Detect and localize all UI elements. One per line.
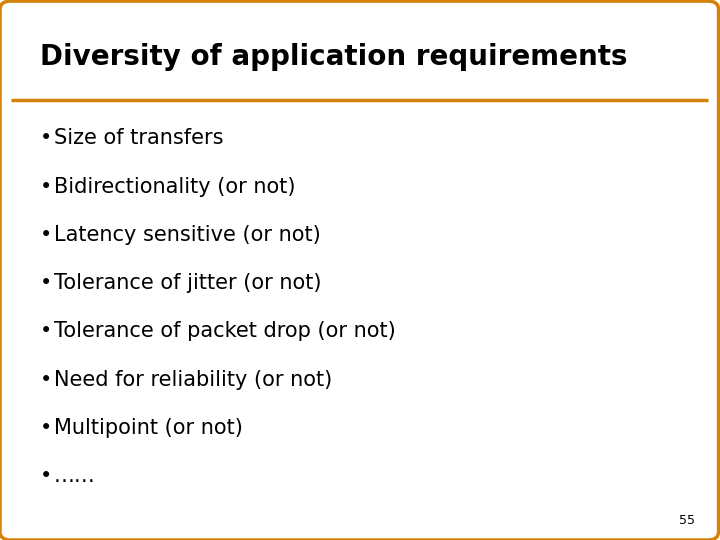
Text: •: • — [40, 321, 52, 341]
Text: 55: 55 — [679, 514, 695, 526]
Text: Size of transfers: Size of transfers — [54, 129, 223, 148]
Text: •: • — [40, 418, 52, 438]
Text: •: • — [40, 225, 52, 245]
Text: Latency sensitive (or not): Latency sensitive (or not) — [54, 225, 320, 245]
Text: •: • — [40, 177, 52, 197]
Text: Diversity of application requirements: Diversity of application requirements — [40, 43, 627, 71]
Text: •: • — [40, 273, 52, 293]
Text: ……: …… — [54, 466, 96, 486]
Text: •: • — [40, 466, 52, 486]
Text: •: • — [40, 129, 52, 148]
Text: Bidirectionality (or not): Bidirectionality (or not) — [54, 177, 295, 197]
Text: Need for reliability (or not): Need for reliability (or not) — [54, 370, 332, 390]
Text: Tolerance of packet drop (or not): Tolerance of packet drop (or not) — [54, 321, 396, 341]
Text: Multipoint (or not): Multipoint (or not) — [54, 418, 243, 438]
Text: •: • — [40, 370, 52, 390]
Text: Tolerance of jitter (or not): Tolerance of jitter (or not) — [54, 273, 322, 293]
